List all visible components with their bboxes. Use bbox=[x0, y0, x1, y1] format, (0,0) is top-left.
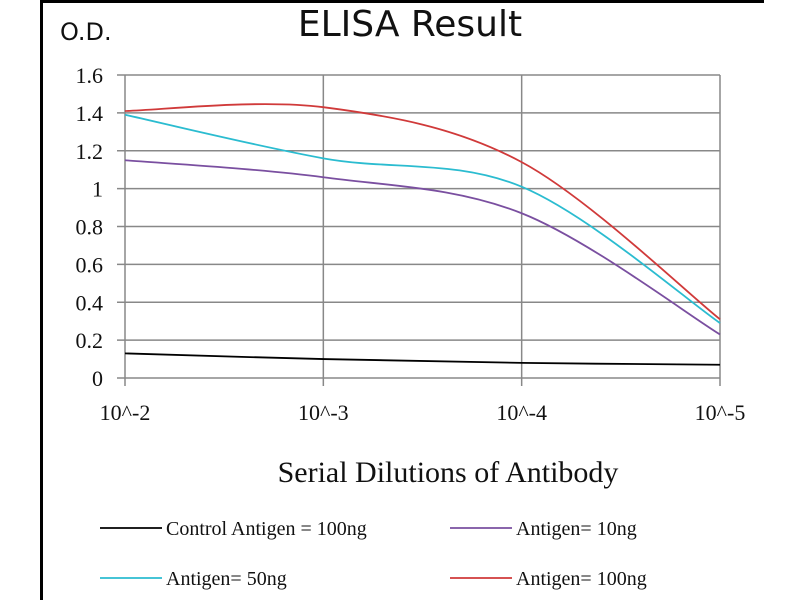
y-tick-label: 1.4 bbox=[76, 101, 104, 126]
series-line-3 bbox=[124, 103, 721, 320]
x-tick-label: 10^-3 bbox=[298, 400, 349, 425]
x-axis-label: Serial Dilutions of Antibody bbox=[278, 456, 619, 489]
legend-label: Antigen= 100ng bbox=[516, 568, 647, 590]
chart-frame bbox=[40, 0, 764, 600]
x-tick-label: 10^-5 bbox=[695, 400, 746, 425]
y-tick-label: 1.6 bbox=[76, 63, 104, 88]
legend-label: Control Antigen = 100ng bbox=[166, 518, 367, 540]
chart-title: ELISA Result bbox=[298, 4, 522, 45]
y-tick-label: 0 bbox=[92, 366, 103, 391]
series-line-1 bbox=[124, 159, 721, 336]
series-line-0 bbox=[124, 352, 721, 366]
y-tick-label: 0.6 bbox=[76, 252, 104, 277]
legend-label: Antigen= 10ng bbox=[516, 518, 637, 540]
y-tick-label: 1 bbox=[92, 177, 103, 202]
y-axis-label: O.D. bbox=[60, 18, 112, 46]
legend-label: Antigen= 50ng bbox=[166, 568, 287, 590]
y-tick-label: 0.8 bbox=[76, 215, 104, 240]
x-tick-label: 10^-4 bbox=[496, 400, 547, 425]
series-line-2 bbox=[124, 113, 721, 324]
x-tick-label: 10^-2 bbox=[100, 400, 151, 425]
y-tick-label: 1.2 bbox=[76, 139, 104, 164]
y-tick-label: 0.4 bbox=[76, 290, 104, 315]
y-tick-label: 0.2 bbox=[76, 328, 104, 353]
